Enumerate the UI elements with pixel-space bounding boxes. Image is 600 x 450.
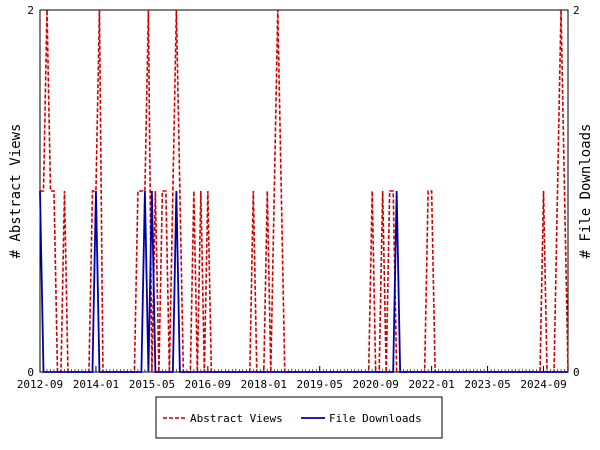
x-tick-label: 2023-05 <box>464 378 510 391</box>
x-tick-label: 2020-09 <box>353 378 399 391</box>
plot-area <box>39 9 569 373</box>
y-left-tick-min: 0 <box>27 366 34 379</box>
y-right-tick-min: 0 <box>573 366 580 379</box>
legend-box <box>155 396 443 439</box>
legend-label-abstract-views: Abstract Views <box>190 412 283 425</box>
x-tick-label: 2022-01 <box>408 378 454 391</box>
y-left-axis-title: # Abstract Views <box>8 124 24 259</box>
x-tick-label: 2014-01 <box>73 378 119 391</box>
y-right-axis-title: # File Downloads <box>578 124 594 259</box>
y-right-tick-max: 2 <box>573 4 580 17</box>
x-tick-label: 2012-09 <box>17 378 63 391</box>
legend-label-file-downloads: File Downloads <box>329 412 422 425</box>
x-tick-label: 2019-05 <box>297 378 343 391</box>
x-tick-label: 2015-05 <box>129 378 175 391</box>
x-tick-label: 2018-01 <box>241 378 287 391</box>
series-line-file-downloads <box>39 190 568 373</box>
y-left-tick-max: 2 <box>27 4 34 17</box>
series-layer <box>39 9 569 373</box>
x-tick-label: 2016-09 <box>185 378 231 391</box>
x-axis-ticks: 2012-09 2014-01 2015-05 2016-09 2018-01 2019-… <box>17 366 567 391</box>
x-tick-label: 2024-09 <box>520 378 566 391</box>
legend: Abstract Views File Downloads <box>155 396 443 439</box>
